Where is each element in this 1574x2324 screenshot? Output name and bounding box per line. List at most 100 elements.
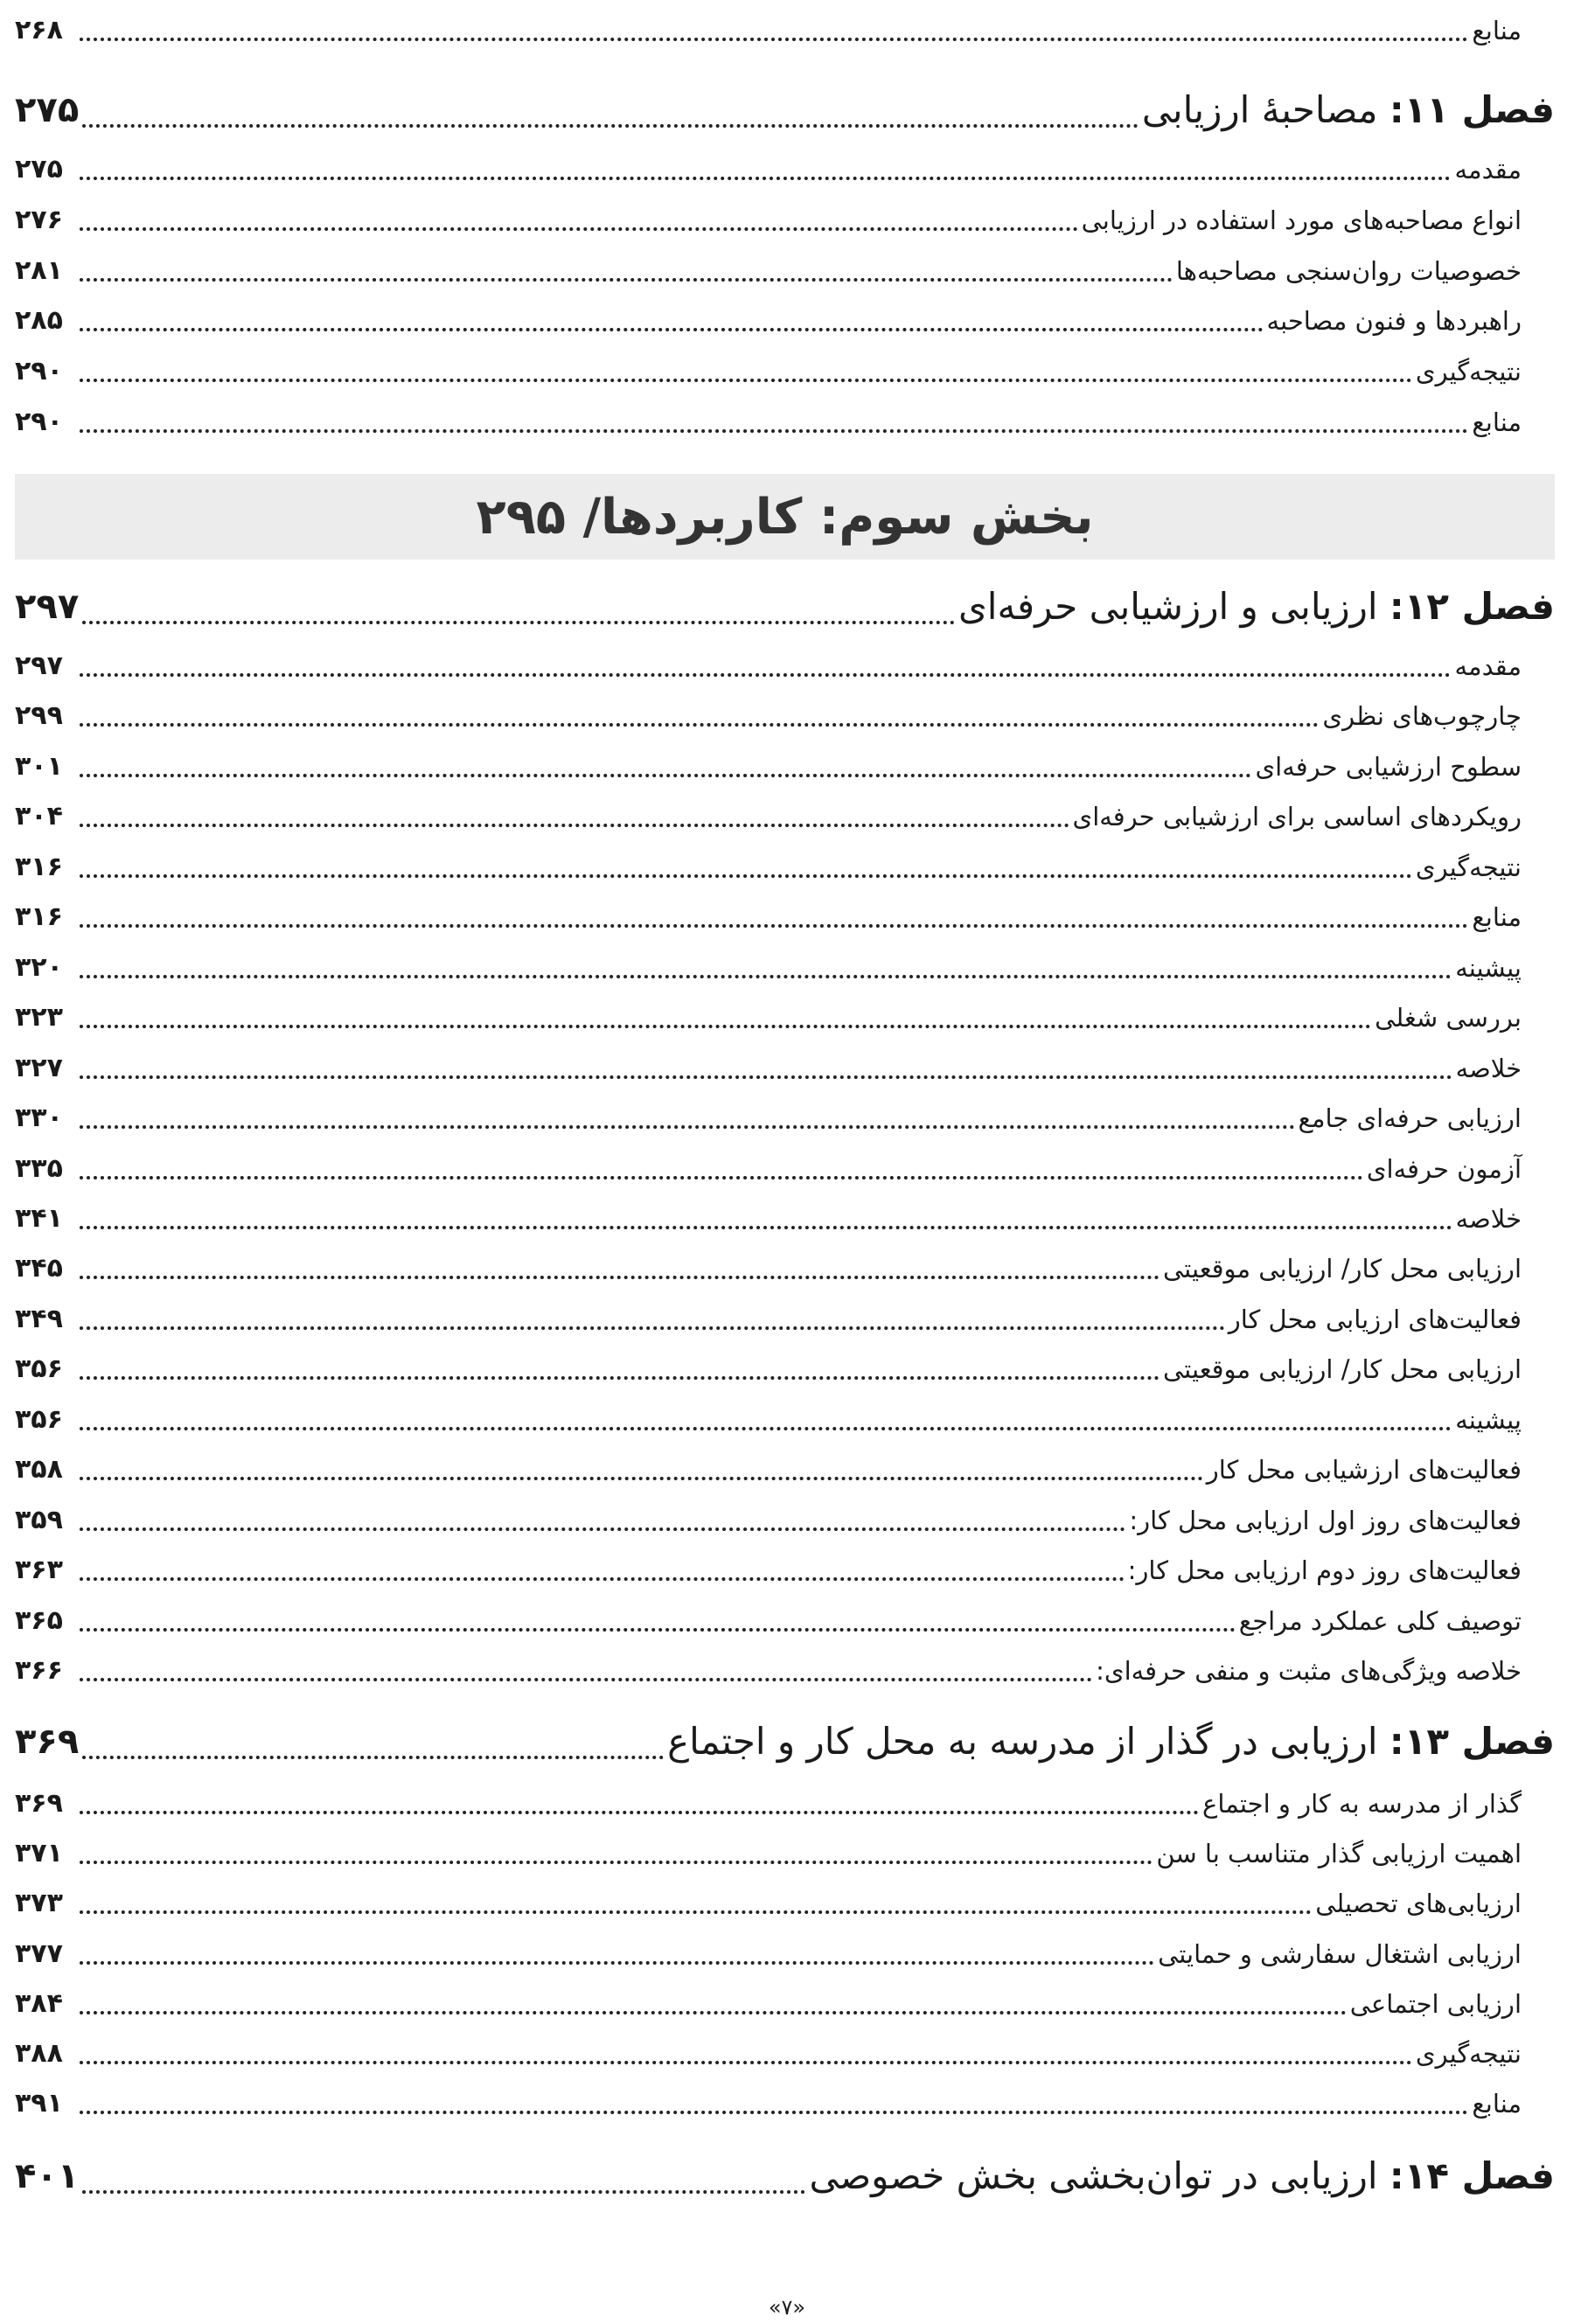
page-number-ref: ۳۵۶	[15, 1353, 63, 1385]
entry-title-text: خصوصیات روان‌سنجی مصاحبه‌ها	[1175, 255, 1522, 286]
chapter-entry[interactable]: فصل ۱۳: ارزیابی در گذار از مدرسه به محل …	[15, 1710, 1555, 1766]
entry-title-text: پیشینه	[1455, 1404, 1522, 1435]
entry-title: مقدمه	[1454, 152, 1522, 187]
toc-entry[interactable]: آزمون حرفه‌ای ۳۳۵	[15, 1143, 1522, 1186]
toc-entry[interactable]: فعالیت‌های ارزیابی محل کار ۳۴۹	[15, 1293, 1522, 1337]
dot-leader	[82, 2190, 806, 2194]
dot-leader	[80, 1426, 1452, 1430]
toc-entry[interactable]: منابع ۲۶۸	[15, 4, 1522, 48]
toc-entry[interactable]: نتیجه‌گیری ۳۸۸	[15, 2028, 1522, 2071]
entry-title: خلاصه	[1456, 1051, 1522, 1086]
toc-entry[interactable]: خلاصه ویژگی‌های مثبت و منفی حرفه‌ای: ۳۶۶	[15, 1645, 1522, 1688]
toc-entry[interactable]: ارزیابی حرفه‌ای جامع ۳۳۰	[15, 1092, 1522, 1136]
entry-title-text: آزمون حرفه‌ای	[1366, 1153, 1522, 1184]
toc-entry[interactable]: اهمیت ارزیابی گذار متناسب با سن ۳۷۱	[15, 1827, 1522, 1871]
page-number-ref: ۳۷۱	[15, 1838, 63, 1869]
entry-title-text: فعالیت‌های ارزیابی محل کار	[1228, 1304, 1522, 1334]
page-number-ref: ۳۶۶	[15, 1655, 63, 1686]
entry-title: بررسی شغلی	[1375, 1000, 1522, 1035]
dot-leader	[80, 723, 1320, 727]
toc-entry[interactable]: سطوح ارزشیابی حرفه‌ای ۳۰۱	[15, 741, 1522, 784]
entry-title: فعالیت‌های ارزشیابی محل کار	[1207, 1452, 1522, 1487]
toc-entry[interactable]: منابع ۲۹۰	[15, 396, 1522, 440]
toc-entry[interactable]: بررسی شغلی ۳۲۳	[15, 992, 1522, 1035]
page-number-ref: ۳۶۳	[15, 1555, 63, 1586]
entry-title: ارزیابی‌های تحصیلی	[1315, 1886, 1522, 1921]
dot-leader	[80, 1276, 1160, 1280]
page-number-ref: ۳۲۰	[15, 951, 63, 983]
chapter-label: فصل ۱۴:	[1389, 2154, 1555, 2197]
chapter-entry[interactable]: فصل ۱۴: ارزیابی در توان‌بخشی بخش خصوصی ۴۰…	[15, 2145, 1555, 2201]
entry-title: مقدمه	[1454, 649, 1522, 684]
dot-leader	[80, 177, 1452, 180]
toc-entry[interactable]: گذار از مدرسه به کار و اجتماع ۳۶۹	[15, 1778, 1522, 1821]
dot-leader	[80, 277, 1173, 282]
entry-title: نتیجه‌گیری	[1416, 850, 1522, 885]
entry-title: ارزیابی محل کار/ ارزیابی موقعیتی	[1163, 1352, 1522, 1387]
entry-title: خلاصه ویژگی‌های مثبت و منفی حرفه‌ای:	[1096, 1653, 1522, 1688]
toc-entry[interactable]: منابع ۳۹۱	[15, 2077, 1522, 2121]
page-number-ref: ۳۲۷	[15, 1052, 63, 1083]
toc-entry[interactable]: منابع ۳۱۶	[15, 891, 1522, 935]
toc-entry[interactable]: فعالیت‌های روز دوم ارزیابی محل کار: ۳۶۳	[15, 1544, 1522, 1588]
toc-entry[interactable]: فعالیت‌های روز اول ارزیابی محل کار: ۳۵۹	[15, 1494, 1522, 1538]
page-number-ref: ۳۸۸	[15, 2038, 63, 2069]
dot-leader	[80, 1960, 1155, 1965]
toc-entry[interactable]: چارچوب‌های نظری ۲۹۹	[15, 690, 1522, 734]
page-number-ref: ۳۳۵	[15, 1152, 63, 1184]
dot-leader	[80, 1678, 1093, 1681]
toc-entry[interactable]: مقدمه ۲۷۵	[15, 143, 1522, 187]
toc-entry[interactable]: ارزیابی اجتماعی ۳۸۴	[15, 1978, 1522, 2021]
dot-leader	[80, 1477, 1203, 1481]
toc-entry[interactable]: پیشینه ۳۵۶	[15, 1394, 1522, 1437]
chapter-entry[interactable]: فصل ۱۲: ارزیابی و ارزشیابی حرفه‌ای ۲۹۷	[15, 575, 1555, 631]
entry-title: ارزیابی اشتغال سفارشی و حمایتی	[1158, 1937, 1522, 1972]
toc-entry[interactable]: انواع مصاحبه‌های مورد استفاده در ارزیابی…	[15, 194, 1522, 238]
entry-title-text: ارزیابی اجتماعی	[1349, 1988, 1522, 2019]
page-number-ref: ۳۵۹	[15, 1504, 63, 1535]
dot-leader	[82, 1756, 665, 1759]
entry-title-text: خلاصه ویژگی‌های مثبت و منفی حرفه‌ای:	[1096, 1656, 1522, 1686]
toc-entry[interactable]: ارزیابی محل کار/ ارزیابی موقعیتی ۳۵۶	[15, 1343, 1522, 1387]
entry-title: اهمیت ارزیابی گذار متناسب با سن	[1156, 1836, 1522, 1871]
toc-entry[interactable]: پیشینه ۳۲۰	[15, 942, 1522, 985]
entry-title-text: نتیجه‌گیری	[1415, 357, 1522, 387]
entry-title: منابع	[1472, 2086, 1522, 2121]
dot-leader	[80, 1125, 1295, 1130]
entry-title: فصل ۱۱: مصاحبهٔ ارزیابی	[1142, 86, 1555, 135]
entry-title-text: ارزیابی در گذار از مدرسه به محل کار و اج…	[667, 1720, 1378, 1763]
entry-title-text: ارزیابی و ارزشیابی حرفه‌ای	[958, 585, 1378, 628]
page-number-ref: ۲۸۵	[15, 305, 63, 337]
toc-entry[interactable]: ارزیابی محل کار/ ارزیابی موقعیتی ۳۴۵	[15, 1242, 1522, 1286]
entry-title: خصوصیات روان‌سنجی مصاحبه‌ها	[1176, 254, 1522, 289]
dot-leader	[80, 1910, 1313, 1915]
toc-entry[interactable]: راهبردها و فنون مصاحبه ۲۸۵	[15, 295, 1522, 338]
entry-title: گذار از مدرسه به کار و اجتماع	[1202, 1786, 1522, 1821]
entry-title: فعالیت‌های ارزیابی محل کار	[1229, 1302, 1522, 1337]
toc-entry[interactable]: خلاصه ۳۴۱	[15, 1193, 1522, 1236]
chapter-entry[interactable]: فصل ۱۱: مصاحبهٔ ارزیابی ۲۷۵	[15, 79, 1555, 135]
entry-title: فعالیت‌های روز دوم ارزیابی محل کار:	[1128, 1553, 1522, 1588]
toc-entry[interactable]: خلاصه ۳۲۷	[15, 1042, 1522, 1086]
dot-leader	[80, 1861, 1153, 1865]
toc-entry[interactable]: خصوصیات روان‌سنجی مصاحبه‌ها ۲۸۱	[15, 245, 1522, 289]
entry-title-text: مقدمه	[1454, 155, 1522, 184]
toc-entry[interactable]: نتیجه‌گیری ۲۹۰	[15, 345, 1522, 389]
toc-entry[interactable]: توصیف کلی عملکرد مراجع ۳۶۵	[15, 1595, 1522, 1639]
entry-title-text: رویکردهای اساسی برای ارزشیابی حرفه‌ای	[1072, 802, 1522, 832]
toc-entry[interactable]: ارزیابی اشتغال سفارشی و حمایتی ۳۷۷	[15, 1928, 1522, 1972]
page-number-ref: ۲۹۰	[15, 356, 63, 387]
toc-entry[interactable]: ارزیابی‌های تحصیلی ۳۷۳	[15, 1877, 1522, 1921]
toc-entry[interactable]: رویکردهای اساسی برای ارزشیابی حرفه‌ای ۳۰۴	[15, 790, 1522, 834]
page-number-ref: ۳۶۵	[15, 1604, 63, 1636]
page-number-ref: ۳۵۸	[15, 1454, 63, 1486]
entry-title-text: اهمیت ارزیابی گذار متناسب با سن	[1156, 1839, 1522, 1869]
entry-title: منابع	[1472, 405, 1522, 440]
page-number-ref: ۲۷۵	[15, 154, 63, 184]
toc-entry[interactable]: مقدمه ۲۹۷	[15, 640, 1522, 684]
page-number-ref: ۲۷۶	[15, 204, 63, 235]
toc-entry[interactable]: نتیجه‌گیری ۳۱۶	[15, 841, 1522, 885]
page-number-ref: ۳۴۵	[15, 1253, 63, 1284]
entry-title-text: خلاصه	[1455, 1053, 1522, 1083]
toc-entry[interactable]: فعالیت‌های ارزشیابی محل کار ۳۵۸	[15, 1444, 1522, 1487]
